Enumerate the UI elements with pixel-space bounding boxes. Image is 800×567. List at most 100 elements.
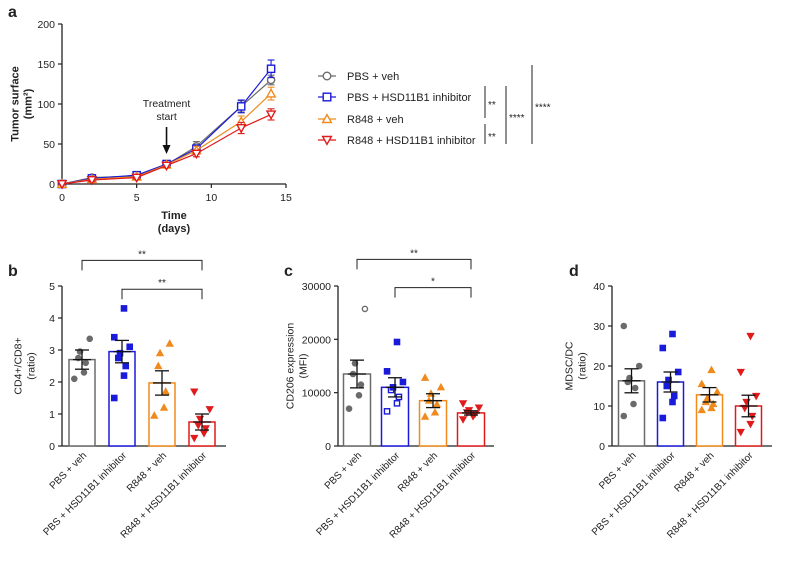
data-point [345,405,353,412]
bar-group [188,388,216,447]
x-tick-label: 10 [205,192,217,204]
data-point [707,403,716,412]
y-axis-title: CD206 expression [285,323,297,410]
y-axis-title-group: Tumor surface (mm²) [10,66,35,142]
data-point [420,412,430,420]
y-tick-label: 100 [37,99,55,111]
data-point [736,368,745,377]
significance-bracket [394,287,472,298]
data-point [620,322,628,330]
significance-bracket [121,288,203,300]
significance-bracket [356,258,472,270]
y-axis-title: (ratio) [577,352,589,379]
data-point [131,173,142,184]
y-tick-label: 20000 [302,334,331,346]
panel-letter-b: b [8,263,18,280]
y-tick-label: 4 [49,313,55,325]
data-point [165,339,174,347]
data-point [393,400,401,407]
significance-label: ** [488,100,496,111]
data-point [752,392,761,401]
y-axis-title: Tumor surface [10,66,22,142]
legend-label: R848 + veh [347,114,404,126]
data-point [190,388,199,397]
significance-label: ** [488,132,496,143]
annotation-arrow-head [162,145,171,154]
significance-label: * [431,277,435,288]
significance-label: ** [138,249,146,260]
data-point [659,344,667,352]
y-axis-title: MDSC/DC [564,341,576,390]
legend-marker [321,113,333,124]
data-point [110,333,118,341]
bar-group [456,400,486,447]
panel-a: a 0 50 100 150 200 0 5 10 15 Time(days) Tumor surfa… [8,4,551,235]
data-point [670,392,678,400]
y-tick-label: 2 [49,377,55,389]
legend-item: R848 + HSD11B1 inhibitor [318,135,476,147]
data-point [746,332,755,341]
panel-letter-d: d [569,263,579,280]
x-tick-label: 5 [134,192,140,204]
data-point [620,412,628,420]
x-axis-title: Time [161,210,186,222]
data-point [697,379,706,388]
y-tick-label: 3 [49,345,55,357]
significance-bracket [81,259,203,271]
data-point [126,343,134,351]
data-point [746,420,755,429]
category-label-group: R848 + HSD11B1 inhibitor [119,450,210,541]
data-point [194,422,203,430]
significance-label: ** [158,278,166,289]
legend-marker [322,71,332,81]
significance-label: **** [535,103,551,114]
data-point [361,305,369,313]
data-point [393,338,401,346]
data-point [432,399,442,408]
significance-label: ** [410,248,418,259]
data-point [707,365,716,374]
bar-group [108,305,136,447]
bar-group [380,338,410,447]
legend-marker [322,92,332,102]
data-point [265,88,277,98]
y-tick-label: 40 [593,281,605,293]
legend-label: PBS + veh [347,71,399,83]
data-point [266,64,276,74]
y-axis-title-group: MDSC/DC (ratio) [564,341,589,390]
y-axis-title: (MFI) [298,353,310,378]
data-point [155,348,165,357]
bar [695,394,724,447]
panel-letter-a: a [8,4,17,21]
x-tick-label: 0 [59,192,65,204]
bar-group [695,365,724,447]
data-point [420,373,430,381]
y-tick-label: 10 [593,401,605,413]
legend-item: PBS + HSD11B1 inhibitor [318,92,472,104]
y-tick-label: 200 [37,19,55,31]
data-point [70,375,78,383]
y-tick-label: 20 [593,361,605,373]
data-point [669,330,676,338]
series-3 [56,108,277,190]
bar-group [418,373,448,447]
data-point [150,411,159,419]
data-point [205,406,214,414]
bar-group [148,339,176,447]
significance-label: **** [509,113,525,124]
annotation-text: Treatment [143,98,191,110]
data-point [80,369,88,376]
annotation-text: start [156,111,177,123]
data-point [663,382,671,390]
data-point [430,407,440,416]
data-point [120,372,128,379]
data-point [120,305,128,312]
legend-label: PBS + HSD11B1 inhibitor [347,92,472,104]
data-point [458,416,468,424]
y-tick-label: 30 [593,321,605,333]
y-tick-label: 0 [49,441,55,453]
